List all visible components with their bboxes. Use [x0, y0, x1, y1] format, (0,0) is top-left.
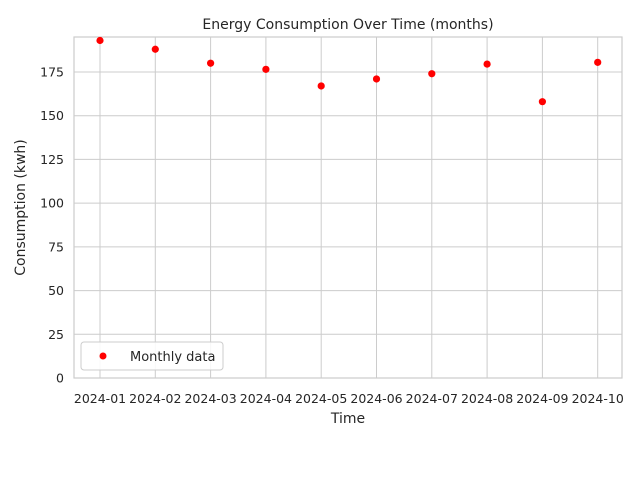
x-gridlines: [99, 37, 599, 378]
x-tick-label: 2024-01: [74, 391, 126, 406]
scatter-points: [96, 36, 602, 106]
data-point: [151, 45, 159, 53]
x-axis-label: Time: [330, 411, 365, 427]
x-tick-label: 2024-04: [240, 391, 292, 406]
y-tick-label: 25: [48, 327, 64, 342]
x-tick-label: 2024-06: [350, 391, 402, 406]
y-tick-label: 100: [40, 196, 64, 211]
x-tick-label: 2024-05: [295, 391, 347, 406]
data-point: [538, 98, 547, 106]
plot-frame: [73, 36, 623, 379]
x-tick-label: 2024-02: [129, 391, 181, 406]
data-point: [483, 60, 491, 68]
y-tick-label: 175: [40, 64, 64, 79]
x-tick-label: 2024-07: [406, 391, 458, 406]
chart-title: Energy Consumption Over Time (months): [202, 17, 493, 33]
data-point: [207, 59, 215, 67]
data-point: [428, 70, 436, 78]
y-tick-label: 150: [40, 108, 64, 123]
y-tick-label: 0: [56, 371, 64, 386]
legend-label: Monthly data: [130, 350, 215, 365]
data-point: [317, 82, 325, 90]
y-tick-labels: 0 25 50 75 100 125 150 175: [40, 64, 64, 385]
legend-marker: [99, 352, 107, 360]
legend: Monthly data: [80, 341, 224, 371]
data-point: [372, 75, 381, 83]
x-tick-label: 2024-08: [461, 391, 513, 406]
data-point: [262, 65, 270, 73]
data-point: [594, 58, 602, 66]
y-tick-label: 75: [48, 239, 64, 254]
legend-box: [80, 341, 224, 371]
data-point: [96, 36, 104, 45]
y-axis-label: Consumption (kwh): [13, 139, 29, 276]
x-tick-labels: 2024-01 2024-02 2024-03 2024-04 2024-05 2024-…: [74, 391, 624, 406]
y-tick-label: 50: [48, 283, 64, 298]
y-tick-label: 125: [40, 152, 64, 167]
x-tick-label: 2024-03: [184, 391, 236, 406]
plot-area: [74, 37, 622, 378]
x-tick-label: 2024-09: [516, 391, 568, 406]
x-tick-label: 2024-10: [572, 391, 624, 406]
